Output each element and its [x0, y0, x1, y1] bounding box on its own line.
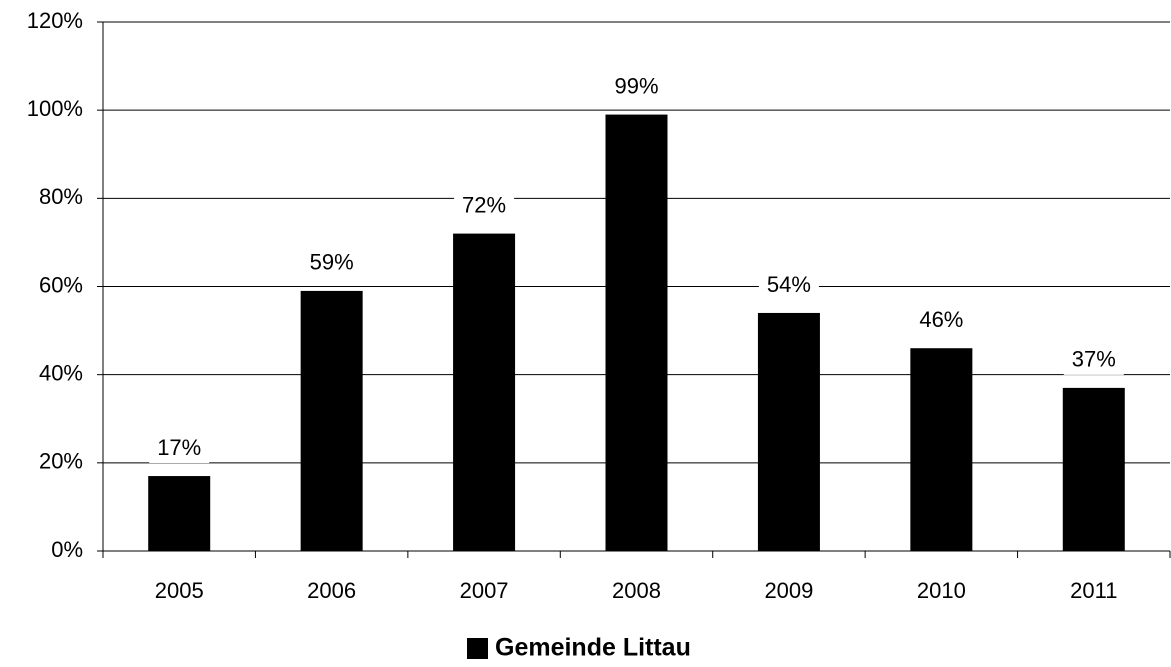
x-tick-label: 2006 — [307, 578, 356, 603]
data-label-bg — [301, 249, 362, 278]
y-tick-label: 60% — [39, 272, 83, 297]
x-tick-label: 2007 — [460, 578, 509, 603]
y-tick-label: 120% — [27, 8, 83, 33]
y-tick-label: 0% — [51, 537, 83, 562]
data-label-bg — [758, 271, 819, 300]
data-label: 17% — [157, 435, 201, 460]
legend-swatch — [467, 638, 488, 659]
data-label-bg — [454, 192, 515, 221]
y-tick-label: 20% — [39, 449, 83, 474]
data-label: 46% — [919, 307, 963, 332]
legend-label: Gemeinde Littau — [495, 634, 691, 662]
x-tick-label: 2008 — [612, 578, 661, 603]
bar — [910, 348, 973, 551]
data-label-bg — [1063, 346, 1124, 375]
data-label: 59% — [310, 250, 354, 275]
bar — [605, 114, 668, 551]
data-label: 72% — [462, 192, 506, 217]
data-label-bg — [149, 435, 210, 464]
x-tick-label: 2009 — [764, 578, 813, 603]
x-tick-label: 2010 — [917, 578, 966, 603]
data-label-bg — [606, 73, 667, 102]
bar — [148, 476, 211, 551]
data-label-bg — [911, 307, 972, 336]
y-tick-label: 80% — [39, 184, 83, 209]
x-tick-label: 2005 — [155, 578, 204, 603]
data-label: 54% — [767, 272, 811, 297]
data-label: 37% — [1072, 347, 1116, 372]
bar — [1062, 387, 1125, 551]
x-tick-label: 2011 — [1070, 578, 1117, 603]
bar — [453, 233, 516, 551]
bar — [757, 312, 820, 551]
data-label: 99% — [614, 73, 658, 98]
bar — [300, 290, 363, 551]
y-tick-label: 100% — [27, 96, 83, 121]
y-tick-label: 40% — [39, 360, 83, 385]
